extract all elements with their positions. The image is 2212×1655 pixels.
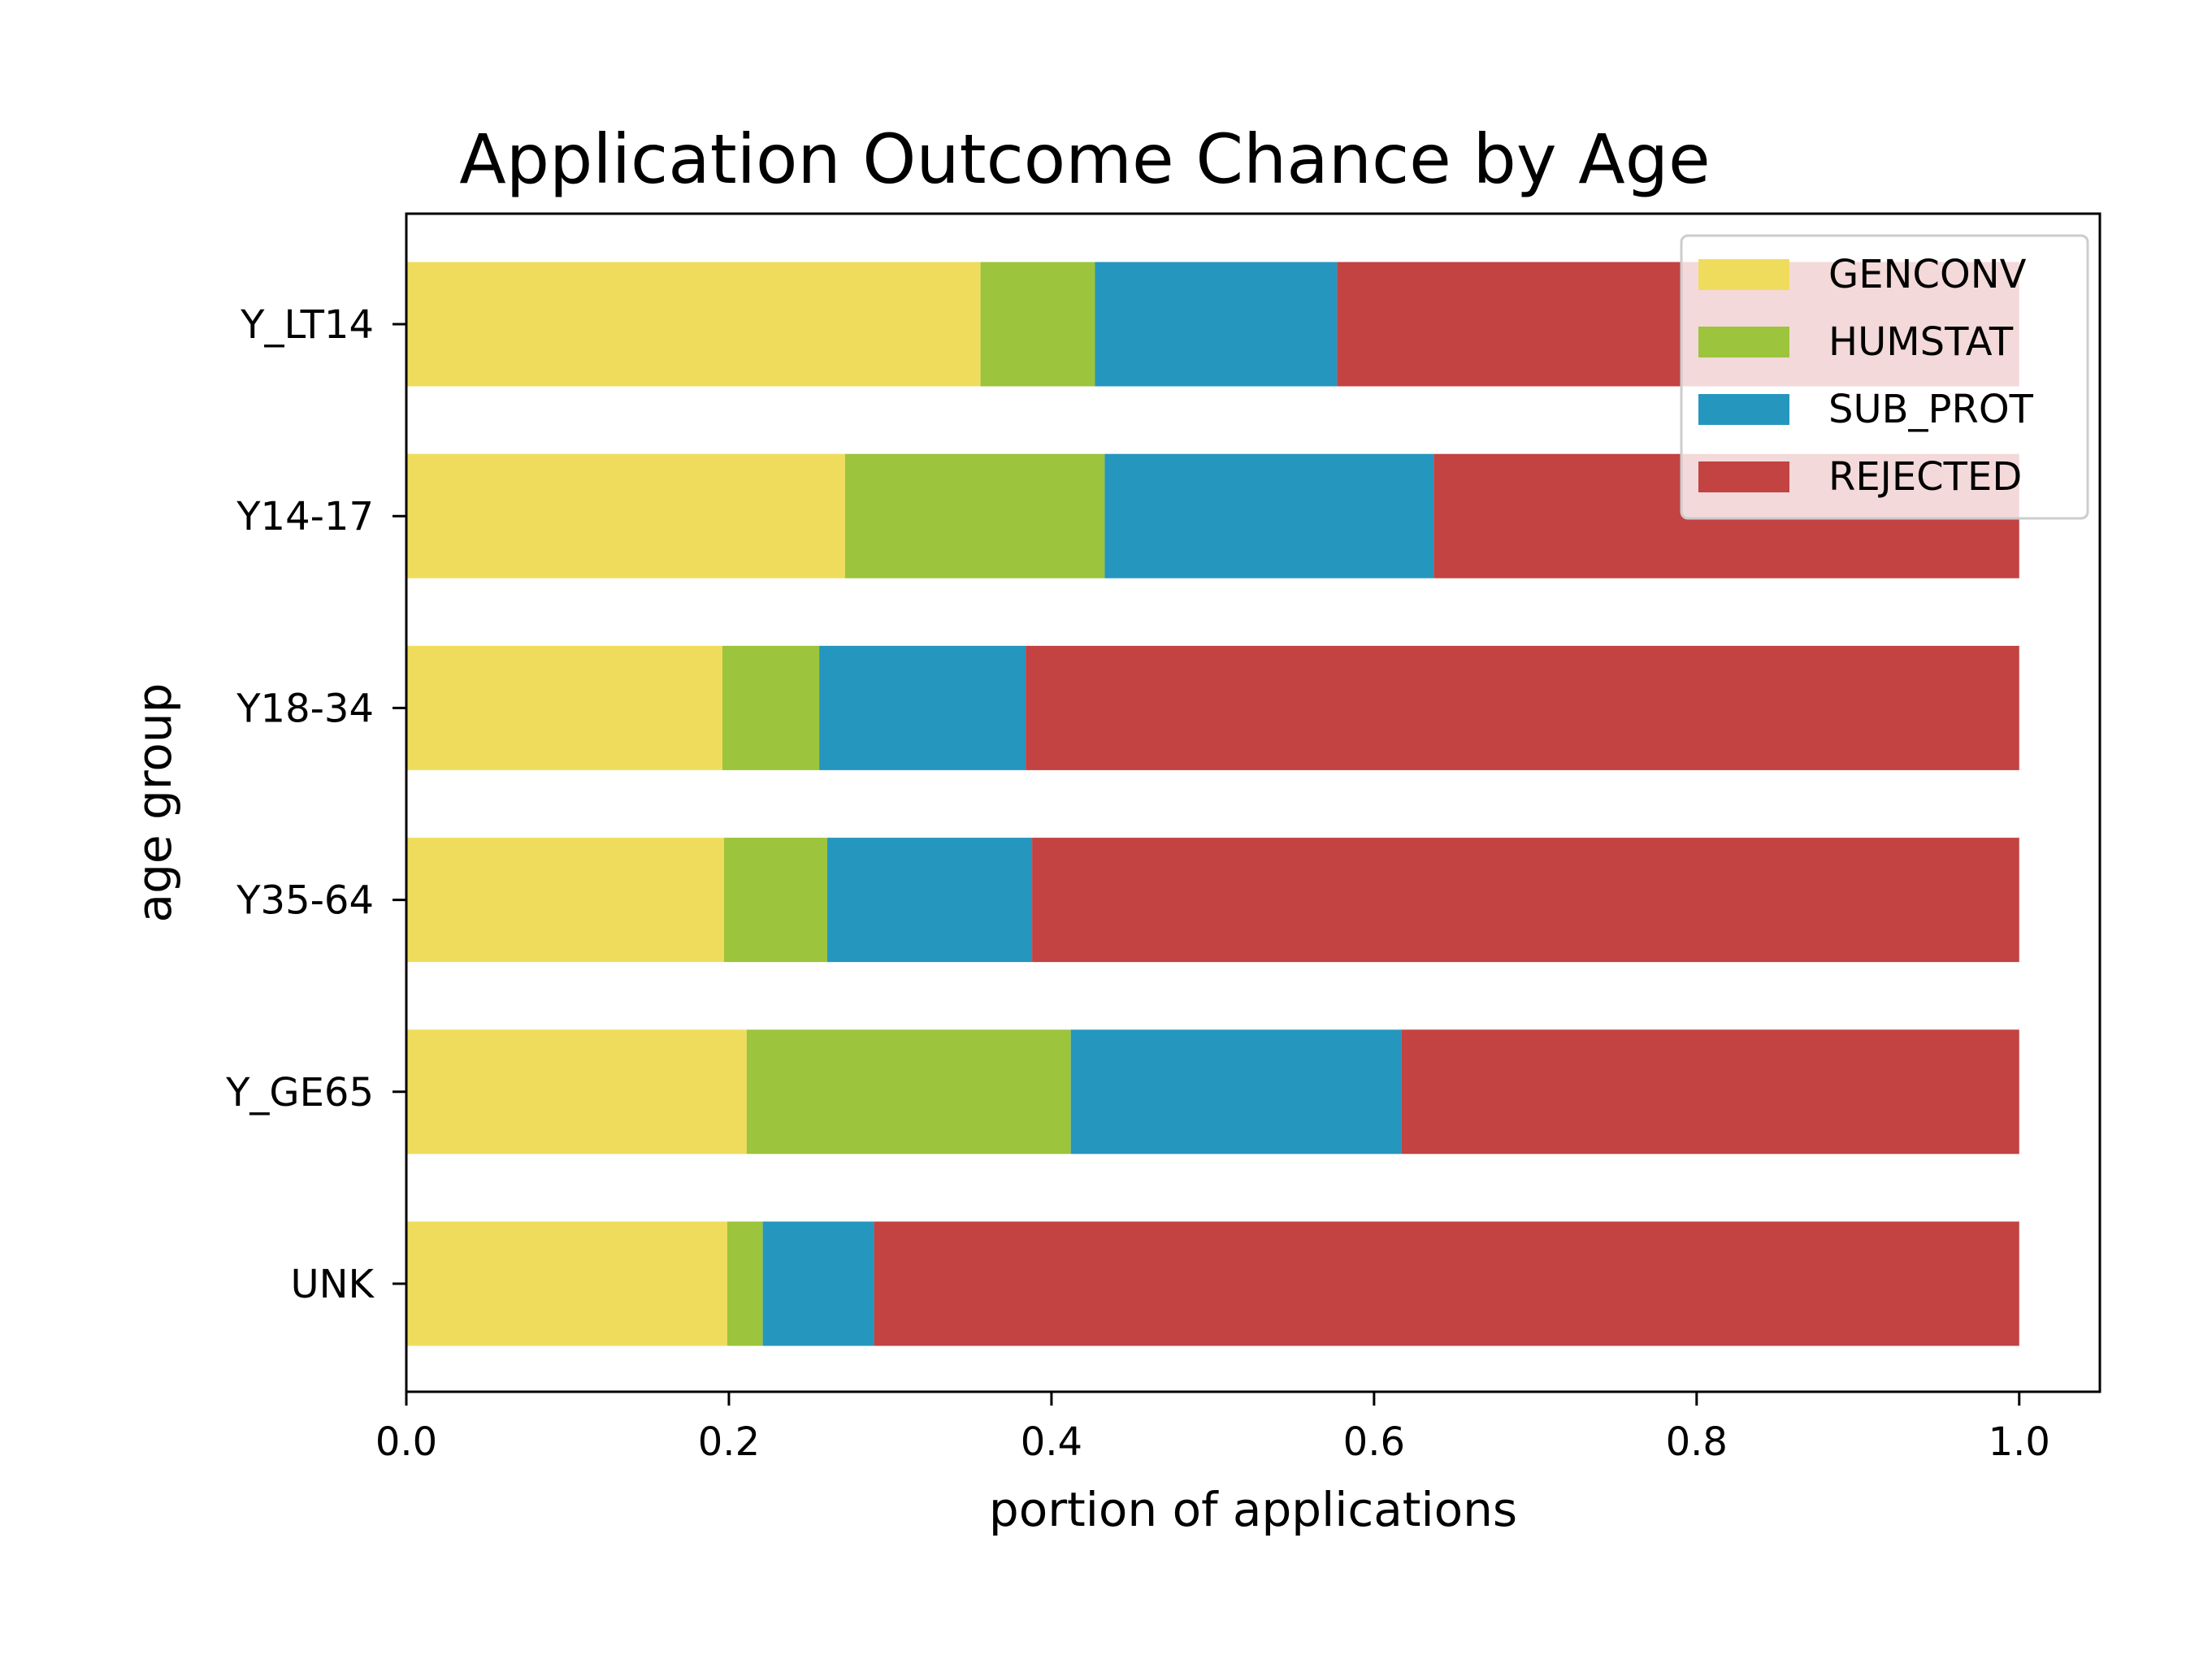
bar-y14-17-genconv <box>406 453 845 578</box>
legend-label: REJECTED <box>1828 454 2022 500</box>
y-tick-label: Y_GE65 <box>225 1070 374 1116</box>
bar-y18-34-genconv <box>406 645 723 770</box>
bar-unk-genconv <box>406 1221 727 1346</box>
bar-y-ge65-genconv <box>406 1029 747 1155</box>
bar-y-lt14-genconv <box>406 262 981 387</box>
legend-label: HUMSTAT <box>1828 319 2014 365</box>
bar-y-ge65-humstat <box>746 1029 1071 1155</box>
x-tick-label: 0.6 <box>1343 1419 1405 1465</box>
bar-y-lt14-sub-prot <box>1095 262 1338 387</box>
bar-unk-rejected <box>874 1221 2019 1346</box>
bar-y18-34-sub-prot <box>819 645 1026 770</box>
legend-swatch <box>1698 327 1789 357</box>
legend-swatch <box>1698 259 1789 290</box>
x-axis-label: portion of applications <box>989 1482 1517 1537</box>
bar-y-ge65-rejected <box>1401 1029 2019 1155</box>
bar-y35-64-humstat <box>723 838 828 963</box>
bar-y-ge65-sub-prot <box>1070 1029 1402 1155</box>
bar-y-lt14-humstat <box>980 262 1095 387</box>
x-tick-label: 1.0 <box>1989 1419 2050 1465</box>
bar-y35-64-sub-prot <box>827 838 1033 963</box>
x-tick-label: 0.2 <box>698 1419 760 1465</box>
x-tick-label: 0.8 <box>1666 1419 1728 1465</box>
bar-y35-64-rejected <box>1032 838 2019 963</box>
plot-frame <box>405 212 2101 1393</box>
chart-title: Application Outcome Chance by Age <box>459 119 1710 199</box>
legend-label: SUB_PROT <box>1828 387 2034 432</box>
y-tick-label: Y_LT14 <box>240 302 374 348</box>
bar-unk-humstat <box>726 1221 763 1346</box>
legend-swatch <box>1698 394 1789 425</box>
y-axis-ticks: Y_LT14 Y14-17 Y18-34 Y35-64 Y_GE65 UNK <box>225 302 406 1307</box>
bar-y35-64-genconv <box>406 838 724 963</box>
x-axis-ticks: 0.0 0.2 0.4 0.6 0.8 1.0 <box>375 1392 2050 1465</box>
y-tick-label: UNK <box>290 1262 375 1307</box>
bar-unk-sub-prot <box>762 1221 874 1346</box>
bar-y18-34-humstat <box>722 645 820 770</box>
y-tick-label: Y35-64 <box>236 878 374 924</box>
y-tick-label: Y14-17 <box>236 494 374 539</box>
legend: GENCONV HUMSTAT SUB_PROT REJECTED <box>1680 234 2089 520</box>
x-tick-label: 0.4 <box>1021 1419 1082 1465</box>
y-axis-label: age group <box>127 683 182 923</box>
bar-y18-34-rejected <box>1026 645 2019 770</box>
legend-label: GENCONV <box>1828 252 2027 297</box>
legend-frame <box>1680 234 2089 520</box>
bar-y14-17-humstat <box>844 453 1105 578</box>
y-tick-label: Y18-34 <box>236 686 374 731</box>
bar-y14-17-sub-prot <box>1104 453 1434 578</box>
legend-swatch <box>1698 461 1789 492</box>
x-tick-label: 0.0 <box>375 1419 437 1465</box>
